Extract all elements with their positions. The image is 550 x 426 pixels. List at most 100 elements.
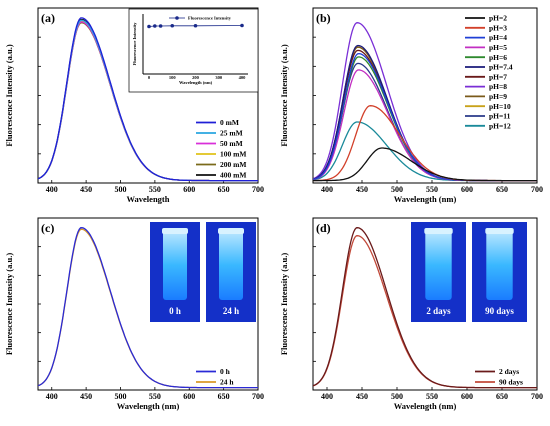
legend-label: pH=2 [489, 14, 507, 23]
x-tick-label: 700 [252, 392, 264, 401]
series-lines [38, 17, 258, 182]
vial-cap [218, 228, 244, 234]
x-tick-label: 450 [356, 185, 368, 194]
legend-label: 2 days [499, 367, 519, 376]
panel-d: 400 450 500 550 600 650 700 Wavelength (nm) Fluo… [279, 217, 543, 411]
x-axis-title: Wavelength (nm) [117, 401, 180, 411]
legend-label: 24 h [220, 378, 234, 387]
inset-chart: 0 100 200 300 400 Wavelength (nm) Fluorescence… [128, 8, 259, 93]
inset-point [153, 24, 157, 28]
y-axis-title: Fluorescence Intensity (a.u.) [279, 253, 289, 355]
x-axis-title: Wavelength [127, 194, 170, 204]
x-tick-label: 550 [149, 185, 161, 194]
vial [486, 230, 513, 300]
panel-a: 400 450 500 550 600 650 700 Wavelength Fluoresce… [4, 7, 264, 204]
series-lines [313, 227, 537, 389]
vial [219, 230, 243, 300]
panel-label: (d) [316, 221, 331, 235]
x-tick-label: 700 [531, 185, 543, 194]
inset-point [147, 24, 151, 29]
legend: 2 days 90 days [475, 367, 523, 387]
x-tick-label: 500 [391, 392, 403, 401]
legend-label: pH=10 [489, 102, 511, 111]
series-lines [38, 227, 258, 389]
series-line-0-mM [38, 17, 258, 182]
panel-b: 400 450 500 550 600 650 700 Wavelength (nm) Fluo… [279, 7, 543, 204]
inset-x-tick-label: 100 [169, 75, 177, 80]
legend: 0 h 24 h [196, 367, 234, 387]
legend-label: 90 days [499, 378, 523, 387]
series-lines [313, 22, 537, 182]
inset-legend-marker [175, 16, 179, 20]
inset-frame [128, 8, 259, 93]
vial-cap [485, 228, 514, 234]
x-tick-label: 500 [115, 392, 127, 401]
legend-label: pH=11 [489, 112, 511, 121]
vial-cap [424, 228, 453, 234]
vial-photo: 0 h 24 h [150, 222, 256, 322]
series-line-2-days [313, 227, 537, 389]
legend-label: pH=4 [489, 33, 507, 42]
x-tick-label: 700 [531, 392, 543, 401]
x-tick-label: 650 [496, 392, 508, 401]
inset-point [240, 23, 244, 28]
x-tick-label: 450 [80, 392, 92, 401]
x-tick-label: 400 [321, 392, 333, 401]
x-tick-label: 650 [218, 185, 230, 194]
legend: pH=2pH=3pH=4pH=5pH=6pH=7.4pH=7pH=8pH=9pH… [465, 14, 513, 130]
legend-label: pH=5 [489, 43, 507, 52]
panel-label: (a) [41, 11, 55, 25]
vial-photo: 2 days 90 days [411, 222, 527, 322]
inset-point [170, 23, 175, 28]
inset-x-tick-label: 200 [192, 75, 200, 80]
x-tick-label: 500 [391, 185, 403, 194]
inset-legend-label: Fluorescence Intensity [188, 16, 232, 21]
x-tick-label: 700 [252, 185, 264, 194]
x-tick-label: 600 [183, 185, 195, 194]
x-axis-title: Wavelength (nm) [394, 194, 457, 204]
vial-label: 2 days [426, 306, 451, 316]
x-tick-label: 650 [218, 392, 230, 401]
x-tick-label: 600 [461, 185, 473, 194]
inset-x-tick-label: 300 [215, 75, 223, 80]
series-line-pH=2 [313, 147, 537, 182]
inset-point [158, 24, 163, 28]
legend-label: 50 mM [220, 139, 243, 148]
vial-label: 90 days [485, 306, 514, 316]
x-axis-title: Wavelength (nm) [394, 401, 457, 411]
x-tick-label: 600 [183, 392, 195, 401]
inset-x-tick-label: 400 [239, 75, 247, 80]
panel-c: 400 450 500 550 600 650 700 Wavelength (nm) Fluo… [4, 217, 264, 411]
panel-label: (b) [316, 11, 331, 25]
vial-cap [162, 228, 188, 234]
inset-point [193, 23, 198, 28]
legend-label: 25 mM [220, 129, 243, 138]
legend-label: 200 mM [220, 160, 246, 169]
x-tick-label: 550 [426, 392, 438, 401]
vial [425, 230, 452, 300]
series-line-0-h [38, 227, 258, 389]
x-tick-label: 450 [80, 185, 92, 194]
legend-label: pH=3 [489, 23, 507, 32]
x-tick-label: 400 [46, 185, 58, 194]
legend-label: 100 mM [220, 150, 246, 159]
x-tick-label: 400 [321, 185, 333, 194]
x-tick-label: 650 [496, 185, 508, 194]
legend-label: 400 mM [220, 171, 246, 180]
x-tick-label: 600 [461, 392, 473, 401]
legend-label: pH=7.4 [489, 63, 513, 72]
legend-label: 0 h [220, 367, 231, 376]
legend-label: pH=7 [489, 72, 507, 81]
x-tick-label: 550 [426, 185, 438, 194]
y-axis-title: Fluorescence Intensity (a.u.) [4, 253, 14, 355]
panel-label: (c) [41, 221, 54, 235]
vial [163, 230, 187, 300]
x-tick-label: 550 [149, 392, 161, 401]
legend-label: pH=12 [489, 121, 511, 130]
legend-label: pH=6 [489, 53, 507, 62]
y-axis-title: Fluorescence Intensity (a.u.) [279, 44, 289, 146]
vial-label: 24 h [223, 306, 239, 316]
x-tick-label: 400 [46, 392, 58, 401]
